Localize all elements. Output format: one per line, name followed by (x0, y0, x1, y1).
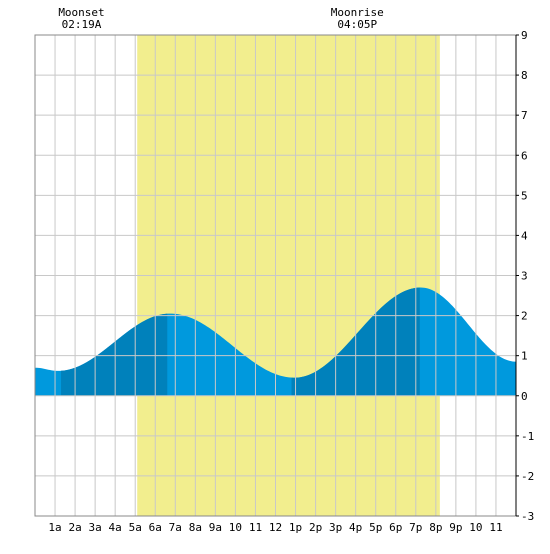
y-tick-label: 5 (521, 189, 528, 202)
x-tick-label: 1p (289, 521, 302, 534)
y-tick-label: 3 (521, 270, 528, 283)
moon-event-time-1: 02:19A (62, 18, 102, 31)
x-tick-label: 12 (269, 521, 282, 534)
x-tick-label: 9a (209, 521, 222, 534)
y-tick-label: 7 (521, 109, 528, 122)
x-tick-label: 11 (489, 521, 502, 534)
x-tick-label: 11 (249, 521, 262, 534)
x-tick-label: 8a (189, 521, 202, 534)
x-tick-label: 3p (329, 521, 342, 534)
x-tick-label: 2a (68, 521, 81, 534)
y-tick-label: -2 (521, 470, 534, 483)
x-tick-label: 4p (349, 521, 362, 534)
x-tick-label: 10 (469, 521, 482, 534)
tide-dark-band-1 (61, 313, 168, 396)
moon-event-label-1: Moonset (58, 6, 104, 19)
y-tick-label: 6 (521, 149, 528, 162)
x-tick-label: 5p (369, 521, 382, 534)
y-tick-label: -1 (521, 430, 534, 443)
x-tick-label: 1a (48, 521, 61, 534)
x-tick-label: 6a (149, 521, 162, 534)
x-tick-label: 9p (449, 521, 462, 534)
x-tick-label: 4a (109, 521, 122, 534)
x-tick-label: 7a (169, 521, 182, 534)
x-tick-label: 2p (309, 521, 322, 534)
y-tick-label: 0 (521, 390, 528, 403)
x-tick-label: 6p (389, 521, 402, 534)
y-tick-label: 1 (521, 350, 528, 363)
y-tick-label: 8 (521, 69, 528, 82)
y-tick-label: -3 (521, 510, 534, 523)
x-tick-label: 5a (129, 521, 142, 534)
moon-event-label-2: Moonrise (331, 6, 384, 19)
moon-event-time-2: 04:05P (337, 18, 377, 31)
x-tick-label: 10 (229, 521, 242, 534)
grid-layer (35, 35, 516, 516)
y-tick-label: 4 (521, 229, 528, 242)
x-tick-label: 7p (409, 521, 422, 534)
y-tick-label: 9 (521, 29, 528, 42)
x-tick-label: 3a (89, 521, 102, 534)
x-tick-label: 8p (429, 521, 442, 534)
y-tick-label: 2 (521, 310, 528, 323)
